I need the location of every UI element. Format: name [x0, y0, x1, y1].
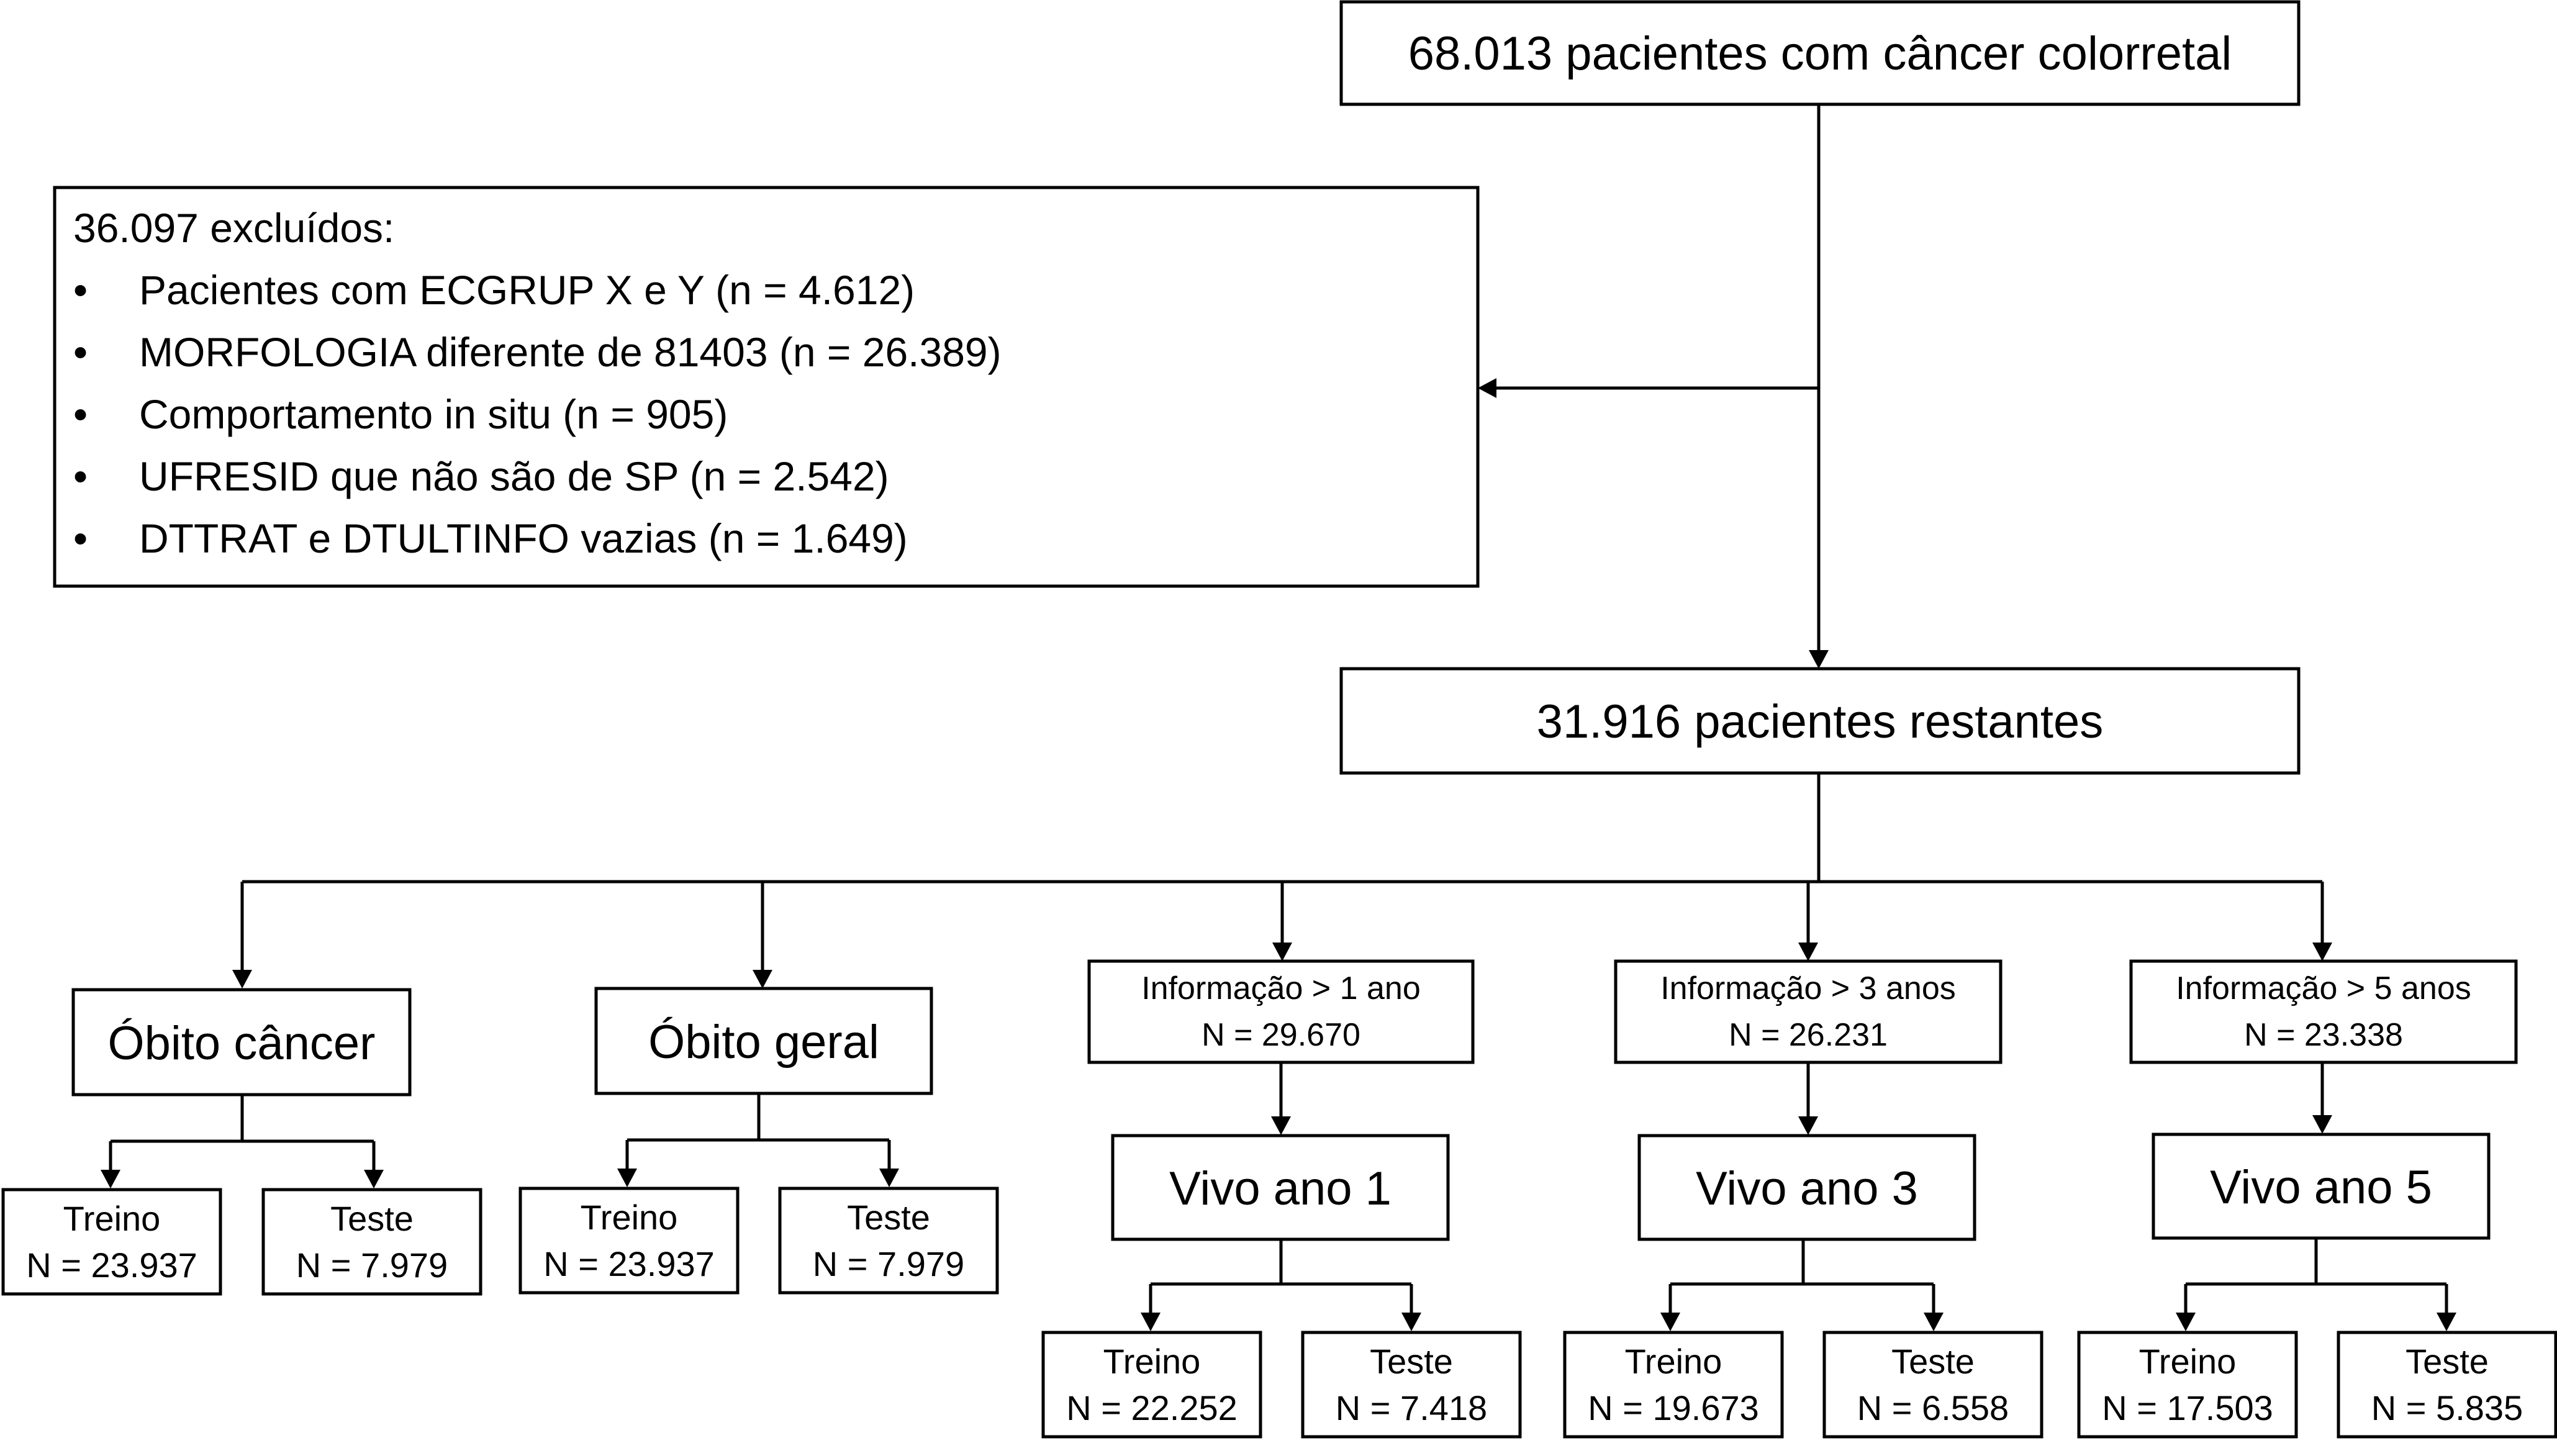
year1-train-box: Treino N = 22.252 [1041, 1331, 1262, 1439]
arrowhead-vivo-5 [2312, 1115, 2332, 1134]
obito-geral-train-box: Treino N = 23.937 [518, 1187, 740, 1295]
info-3-n: N = 26.231 [1729, 1017, 1888, 1053]
year3-test-box: Teste N = 6.558 [1822, 1331, 2043, 1439]
og-test-n: N = 7.979 [813, 1244, 964, 1283]
y5-test-n: N = 5.835 [2371, 1388, 2523, 1427]
bullet-4: • [73, 453, 88, 499]
y1-test-n: N = 7.418 [1336, 1388, 1487, 1427]
oc-train-n: N = 23.937 [26, 1246, 197, 1285]
year5-test-box: Teste N = 5.835 [2337, 1331, 2557, 1439]
y3-test-label: Teste [1891, 1342, 1975, 1381]
y1-train-label: Treino [1103, 1342, 1201, 1381]
arrowhead-remaining [1809, 650, 1829, 669]
bullet-5: • [73, 515, 88, 561]
excluded-title: 36.097 excluídos: [73, 205, 394, 251]
vivo-1-box: Vivo ano 1 [1111, 1134, 1450, 1241]
oc-test-n: N = 7.979 [296, 1246, 448, 1285]
info-1-box: Informação > 1 ano N = 29.670 [1087, 959, 1475, 1064]
obito-cancer-label: Óbito câncer [108, 1017, 376, 1070]
oc-train-label: Treino [63, 1199, 161, 1238]
remaining-box-text: 31.916 pacientes restantes [1537, 695, 2104, 748]
y5-test-label: Teste [2405, 1342, 2489, 1381]
obito-cancer-test-box: Teste N = 7.979 [261, 1188, 482, 1296]
vivo-5-label: Vivo ano 5 [2210, 1161, 2432, 1214]
bullet-2: • [73, 329, 88, 375]
excluded-item-2: MORFOLOGIA diferente de 81403 (n = 26.38… [139, 329, 1002, 375]
oc-test-label: Teste [330, 1199, 414, 1238]
remaining-box: 31.916 pacientes restantes [1339, 667, 2301, 775]
arrowhead-vivo-1 [1271, 1116, 1291, 1135]
year5-train-box: Treino N = 17.503 [2077, 1331, 2298, 1439]
excluded-item-3: Comportamento in situ (n = 905) [139, 391, 728, 437]
info-3-box: Informação > 3 anos N = 26.231 [1614, 959, 2003, 1064]
info-5-box: Informação > 5 anos N = 23.338 [2129, 959, 2518, 1064]
y5-train-label: Treino [2139, 1342, 2237, 1381]
og-train-label: Treino [581, 1198, 678, 1237]
arrowhead-info-3 [1798, 943, 1818, 961]
og-train-n: N = 23.937 [543, 1244, 715, 1283]
arrowhead-info-1 [1272, 943, 1292, 961]
excluded-item-5: DTTRAT e DTULTINFO vazias (n = 1.649) [139, 515, 908, 561]
excluded-item-4: UFRESID que não são de SP (n = 2.542) [139, 453, 889, 499]
vivo-3-label: Vivo ano 3 [1696, 1162, 1918, 1215]
vivo-1-label: Vivo ano 1 [1169, 1162, 1392, 1215]
excluded-box: 36.097 excluídos: • Pacientes com ECGRUP… [53, 186, 1480, 588]
year3-train-box: Treino N = 19.673 [1563, 1331, 1784, 1439]
obito-cancer-train-box: Treino N = 23.937 [1, 1188, 222, 1296]
arrowhead-vivo-3 [1798, 1116, 1818, 1135]
arrowhead-og-train [617, 1169, 637, 1187]
obito-geral-test-box: Teste N = 7.979 [778, 1187, 999, 1295]
og-test-label: Teste [847, 1198, 930, 1237]
bullet-3: • [73, 391, 88, 437]
obito-geral-label: Óbito geral [648, 1016, 879, 1069]
arrowhead-y1-test [1401, 1313, 1421, 1331]
arrowhead-y5-test [2437, 1313, 2456, 1331]
connectors [101, 104, 2456, 1331]
y3-train-label: Treino [1625, 1342, 1722, 1381]
obito-geral-box: Óbito geral [594, 987, 933, 1095]
y3-test-n: N = 6.558 [1857, 1388, 2009, 1427]
top-box: 68.013 pacientes com câncer colorretal [1339, 0, 2301, 106]
obito-cancer-box: Óbito câncer [71, 988, 412, 1097]
bullet-1: • [73, 267, 88, 313]
vivo-5-box: Vivo ano 5 [2152, 1133, 2491, 1240]
arrowhead-y3-test [1924, 1313, 1944, 1331]
y3-train-n: N = 19.673 [1588, 1388, 1759, 1427]
vivo-3-box: Vivo ano 3 [1637, 1134, 1976, 1241]
y5-train-n: N = 17.503 [2102, 1388, 2273, 1427]
y1-train-n: N = 22.252 [1066, 1388, 1238, 1427]
info-5-label: Informação > 5 anos [2176, 970, 2471, 1006]
info-3-label: Informação > 3 anos [1660, 970, 1956, 1006]
info-5-n: N = 23.338 [2244, 1017, 2403, 1053]
arrowhead-obito-geral [753, 970, 772, 988]
arrowhead-y3-train [1660, 1313, 1680, 1331]
year1-test-box: Teste N = 7.418 [1301, 1331, 1522, 1439]
arrowhead-obito-cancer [232, 970, 252, 988]
y1-test-label: Teste [1370, 1342, 1453, 1381]
arrowhead-y5-train [2176, 1313, 2196, 1331]
info-1-n: N = 29.670 [1202, 1017, 1360, 1053]
arrowhead-oc-test [364, 1170, 384, 1188]
arrowhead-info-5 [2312, 943, 2332, 961]
arrowhead-og-test [879, 1169, 899, 1187]
arrowhead-excluded [1478, 378, 1496, 398]
excluded-item-1: Pacientes com ECGRUP X e Y (n = 4.612) [139, 267, 915, 313]
info-1-label: Informação > 1 ano [1141, 970, 1421, 1006]
top-box-text: 68.013 pacientes com câncer colorretal [1408, 27, 2232, 80]
arrowhead-oc-train [101, 1170, 120, 1188]
arrowhead-y1-train [1141, 1313, 1161, 1331]
